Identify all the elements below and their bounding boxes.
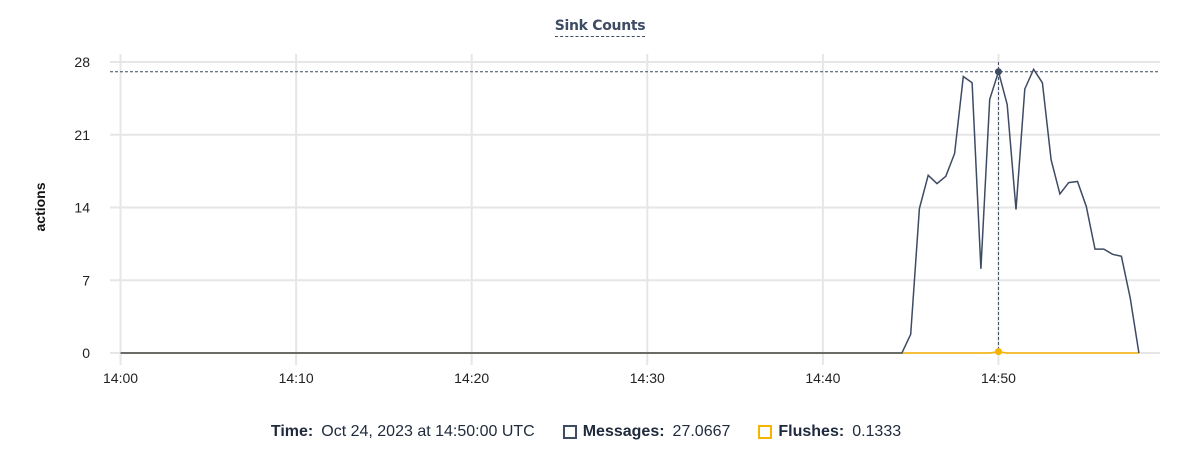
chart-title-text: Sink Counts [554, 18, 646, 37]
messages-line [120, 67, 1140, 354]
legend-messages-value: 27.0667 [672, 423, 731, 440]
x-tick-label: 14:30 [630, 370, 665, 386]
y-axis-label: actions [32, 182, 48, 231]
legend-time: Time: Oct 24, 2023 at 14:50:00 UTC [271, 423, 535, 441]
legend-messages-label: Messages: [582, 423, 665, 440]
x-tick-label: 14:50 [981, 370, 1016, 386]
y-tick-label: 21 [74, 127, 90, 143]
flushes-hover-point [994, 348, 1002, 356]
legend-flushes-value: 0.1333 [852, 423, 902, 440]
y-tick-label: 28 [74, 54, 90, 70]
x-tick-label: 14:00 [103, 370, 138, 386]
legend: Time: Oct 24, 2023 at 14:50:00 UTC Messa… [0, 423, 1200, 441]
legend-flushes[interactable]: Flushes: 0.1333 [758, 423, 901, 441]
y-tick-label: 7 [82, 272, 90, 288]
flushes-swatch-icon [758, 425, 773, 439]
legend-flushes-label: Flushes: [778, 423, 845, 440]
y-tick-label: 0 [82, 345, 90, 361]
x-tick-label: 14:10 [279, 370, 314, 386]
legend-time-label: Time: [270, 423, 314, 440]
chart-title[interactable]: Sink Counts [0, 17, 1200, 37]
messages-hover-point [994, 68, 1002, 76]
x-tick-label: 14:40 [805, 370, 840, 386]
y-tick-label: 14 [74, 200, 90, 216]
legend-time-value: Oct 24, 2023 at 14:50:00 UTC [321, 423, 535, 440]
messages-swatch-icon [562, 425, 577, 439]
x-tick-label: 14:20 [454, 370, 489, 386]
legend-messages[interactable]: Messages: 27.0667 [562, 423, 731, 441]
